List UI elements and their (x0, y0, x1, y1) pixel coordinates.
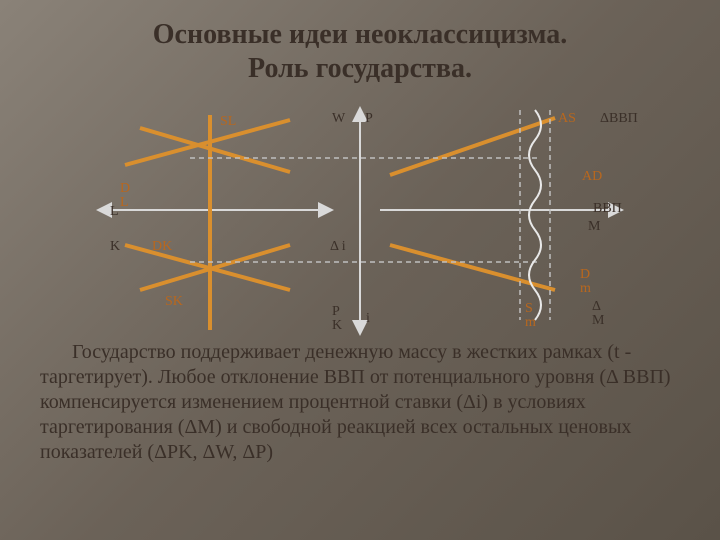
svg-text:DL: DL (120, 181, 130, 210)
title-line2: Роль государства. (248, 53, 472, 84)
body-paragraph: Государство поддерживает денежную массу … (40, 340, 680, 465)
svg-text:ΔВВП: ΔВВП (600, 111, 638, 126)
svg-text:M: M (588, 219, 601, 234)
svg-text:AS: AS (558, 111, 576, 126)
svg-text:SL: SL (220, 114, 236, 129)
slide-title: Основные идеи неоклассицизма. Роль госуд… (0, 18, 720, 85)
svg-text:Sm: Sm (525, 301, 536, 330)
svg-text:i: i (366, 311, 370, 326)
svg-text:ВВП: ВВП (593, 201, 622, 216)
svg-text:P: P (365, 111, 373, 126)
svg-text:K: K (110, 239, 120, 254)
svg-text:ΔM: ΔM (592, 299, 605, 328)
svg-text:AD: AD (582, 169, 602, 184)
title-line1: Основные идеи неоклассицизма. (153, 19, 567, 50)
svg-text:Dm: Dm (580, 267, 591, 296)
body-text: Государство поддерживает денежную массу … (40, 340, 680, 465)
diagram-svg: SL DLL K DK SK W P PK i Δ i AS ΔВВП AD ВВП M Dm Sm ΔM (60, 90, 660, 350)
svg-text:Δ i: Δ i (330, 239, 346, 254)
svg-text:L: L (110, 204, 119, 219)
diagram: SL DLL K DK SK W P PK i Δ i AS ΔВВП AD ВВП M Dm Sm ΔM (60, 90, 660, 350)
svg-text:PK: PK (332, 304, 342, 333)
svg-text:DK: DK (152, 239, 172, 254)
svg-text:SK: SK (165, 294, 183, 309)
svg-text:W: W (332, 111, 346, 126)
